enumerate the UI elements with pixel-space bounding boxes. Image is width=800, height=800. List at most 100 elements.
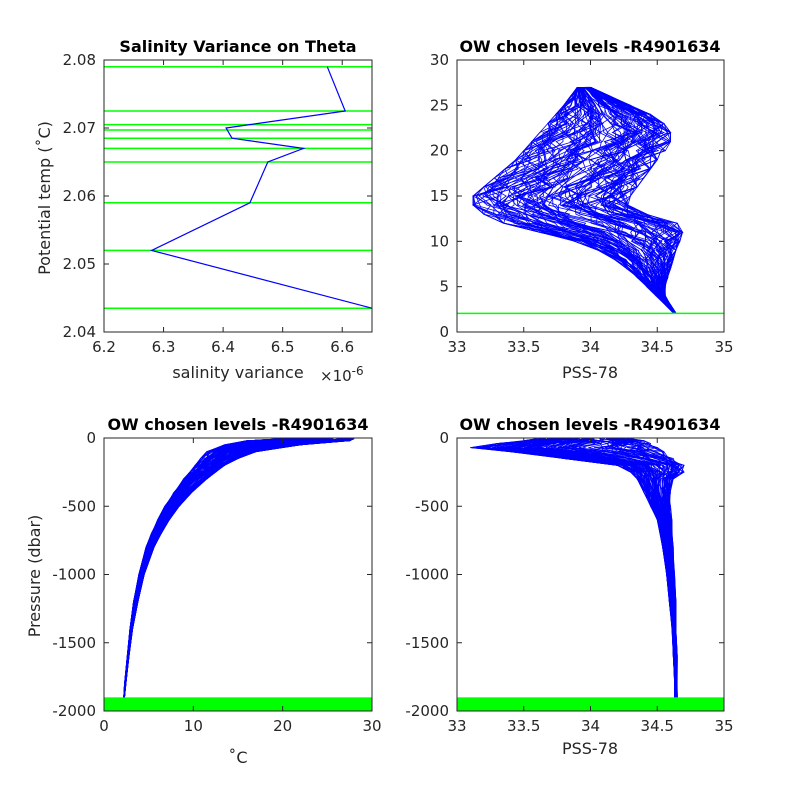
y-tick-label: -2000	[405, 702, 449, 720]
profile-line	[123, 438, 321, 698]
profile-line	[123, 438, 320, 698]
profile-line	[123, 438, 303, 698]
profile-line	[123, 438, 348, 698]
profile-line	[123, 438, 306, 698]
y-tick-label: 5	[439, 278, 449, 296]
profile-line	[123, 438, 304, 698]
y-tick-label: -500	[415, 497, 449, 515]
profile-line	[516, 86, 675, 314]
profile-line	[123, 438, 319, 698]
profile-line	[123, 438, 327, 698]
profile-line	[124, 438, 339, 698]
profile-line	[123, 438, 296, 698]
profile-line	[123, 438, 343, 698]
profile-line	[123, 438, 330, 698]
profile-line	[572, 438, 678, 698]
profile-line	[124, 438, 345, 698]
profile-line	[587, 86, 678, 314]
profile-line	[588, 86, 677, 314]
y-axis-label: Potential temp (˚C)	[35, 121, 54, 275]
profile-line	[123, 438, 299, 698]
profile-line	[123, 438, 311, 698]
y-tick-label: -500	[62, 497, 96, 515]
axes-box	[456, 59, 725, 333]
profile-line	[124, 438, 355, 698]
profile-line	[123, 438, 315, 698]
profile-line	[124, 438, 351, 698]
profile-line	[124, 438, 347, 698]
profile-line	[123, 438, 316, 698]
profile-line	[590, 86, 679, 314]
profile-line	[123, 438, 290, 698]
profile-line	[123, 438, 323, 698]
profile-line	[536, 438, 676, 698]
y-tick-label: 0	[86, 429, 96, 447]
profile-line	[124, 438, 345, 698]
profile-line	[124, 438, 351, 698]
profile-line	[123, 438, 329, 698]
profile-line	[124, 438, 350, 698]
profile-line	[557, 86, 676, 314]
x-tick-label: 35	[714, 338, 733, 356]
x-tick-label: 20	[273, 717, 292, 735]
y-tick-label: 2.07	[63, 119, 96, 137]
x-tick-label: 33.5	[507, 338, 540, 356]
profile-line	[580, 86, 676, 314]
profile-line	[123, 438, 285, 698]
profile-line	[124, 438, 351, 698]
profile-line	[123, 438, 325, 698]
profile-line	[560, 86, 676, 314]
x-exponent: ×10-6	[320, 364, 364, 385]
profile-line	[123, 438, 297, 698]
y-tick-label: 2.05	[63, 255, 96, 273]
profile-line	[123, 438, 318, 698]
profile-line	[123, 438, 319, 698]
y-tick-label: 25	[430, 96, 449, 114]
profile-line	[123, 438, 312, 698]
x-tick-label: 0	[99, 717, 109, 735]
profile-line	[530, 438, 676, 698]
profile-line	[124, 438, 349, 698]
panel-title: OW chosen levels -R4901634	[459, 415, 720, 434]
profile-line	[124, 438, 341, 698]
profile-line	[601, 438, 678, 698]
panel-title: Salinity Variance on Theta	[119, 37, 356, 56]
x-tick-label: 6.5	[271, 338, 295, 356]
profile-line	[123, 438, 332, 698]
profile-line	[124, 438, 355, 698]
profile-line	[123, 438, 318, 698]
profile-line	[123, 438, 296, 698]
profile-line	[124, 438, 352, 698]
y-tick-label: -2000	[52, 702, 96, 720]
plot-area	[457, 86, 724, 315]
y-tick-label: -1500	[52, 634, 96, 652]
profile-line	[124, 438, 350, 698]
variance-line	[149, 66, 372, 309]
x-tick-label: 34	[581, 717, 600, 735]
x-tick-label: 34	[581, 338, 600, 356]
profile-line	[123, 438, 327, 698]
profile-line	[124, 438, 354, 698]
profile-line	[124, 438, 350, 698]
x-axis-label: ˚C	[228, 748, 247, 767]
x-tick-label: 33.5	[507, 717, 540, 735]
profile-line	[623, 438, 681, 698]
profile-line	[123, 438, 304, 698]
profile-line	[543, 87, 675, 314]
profile-line	[123, 438, 300, 698]
panel-salinity-variance: Salinity Variance on Theta salinity vari…	[35, 37, 373, 385]
axes-box	[456, 437, 725, 712]
y-tick-label: 20	[430, 142, 449, 160]
profile-line	[500, 87, 675, 314]
x-axis-label: PSS-78	[562, 363, 618, 382]
profile-line	[123, 438, 332, 698]
profile-line	[123, 438, 306, 698]
axes-box	[103, 437, 373, 712]
profile-line	[123, 438, 347, 698]
profile-line	[123, 438, 344, 698]
profile-line	[123, 438, 300, 698]
profile-line	[124, 438, 340, 698]
y-axis-label: Pressure (dbar)	[25, 515, 44, 638]
panel-title: OW chosen levels -R4901634	[107, 415, 368, 434]
profile-line	[585, 86, 676, 314]
